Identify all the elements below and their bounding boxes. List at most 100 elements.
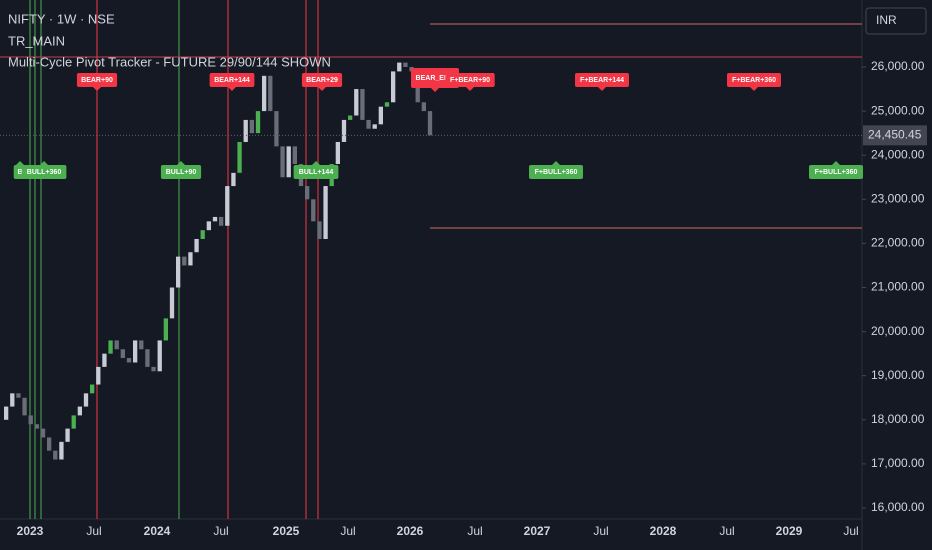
- signal: BEAR+29: [301, 73, 343, 91]
- candle: [53, 450, 58, 460]
- signal-tip: [177, 161, 185, 165]
- candle: [427, 111, 433, 136]
- last-price-box: [863, 125, 927, 146]
- price-label: 21,000.00: [871, 280, 925, 294]
- signal-box: [209, 73, 255, 87]
- signal-label: F+BULL+360: [535, 169, 578, 176]
- price-label: 16,000.00: [871, 500, 925, 514]
- signal: F+BEAR+360: [727, 73, 781, 91]
- candle: [255, 111, 261, 134]
- signal-box: [445, 73, 495, 87]
- time-label: Jul: [86, 524, 101, 538]
- candle: [157, 340, 162, 372]
- signal-tip: [832, 161, 840, 165]
- time-label: 2026: [397, 524, 424, 538]
- price-label: 18,000.00: [871, 412, 925, 426]
- candle: [366, 119, 371, 129]
- signal-box: [727, 73, 781, 87]
- candle: [323, 186, 328, 239]
- signal-tip: [40, 161, 48, 165]
- candle: [286, 146, 291, 178]
- candle: [108, 340, 113, 354]
- signal-label: F+BULL+360: [815, 169, 858, 176]
- candle: [16, 393, 21, 398]
- time-label: Jul: [719, 524, 734, 538]
- price-label: 17,000.00: [871, 456, 925, 470]
- candle: [188, 252, 193, 266]
- candle: [34, 424, 40, 429]
- time-label: Jul: [213, 524, 228, 538]
- signal-tip: [431, 88, 439, 92]
- indicator: TR_MAIN: [8, 33, 65, 48]
- signal-label: BEAR+29: [306, 77, 338, 84]
- signal-box: [575, 73, 629, 87]
- time-label: Jul: [467, 524, 482, 538]
- candle: [354, 89, 359, 116]
- candle: [225, 186, 230, 226]
- currency-box[interactable]: [865, 7, 927, 35]
- signal-tip: [598, 87, 606, 91]
- candle: [163, 318, 169, 341]
- candle: [120, 349, 126, 359]
- signal-label: BEAR+144: [214, 77, 250, 84]
- candle: [145, 349, 150, 367]
- time-label: Jul: [593, 524, 608, 538]
- candle: [194, 238, 199, 253]
- candle: [341, 119, 347, 142]
- signal-label: BEAR_ENG: [416, 75, 455, 82]
- candle: [200, 230, 205, 239]
- currency: INR: [876, 13, 897, 27]
- signal-label: BULL+144: [299, 169, 334, 176]
- candle: [397, 62, 402, 72]
- candle: [372, 124, 377, 129]
- time-label: 2029: [776, 524, 803, 538]
- signal: F+BULL+360: [809, 161, 863, 179]
- price-label: 24,000.00: [871, 147, 925, 161]
- candle: [384, 102, 390, 107]
- time-label: 2025: [273, 524, 300, 538]
- symbol: NIFTY · 1W · NSE: [8, 11, 115, 26]
- price-label: 25,000.00: [871, 103, 925, 117]
- candle: [96, 366, 101, 385]
- signal-label: BEAR+90: [81, 77, 113, 84]
- price-label: 22,000.00: [871, 236, 925, 250]
- signal-box: [301, 73, 343, 87]
- candle: [268, 75, 273, 112]
- signal: BEAR+144: [209, 73, 255, 91]
- candle: [261, 75, 267, 112]
- candle: [292, 146, 298, 165]
- candle: [280, 146, 285, 178]
- candle: [59, 441, 64, 460]
- price-label: 26,000.00: [871, 59, 925, 73]
- candle: [28, 415, 33, 425]
- time-label: Jul: [843, 524, 858, 538]
- candle: [132, 340, 138, 363]
- signal: F+BULL+360: [529, 161, 583, 179]
- price-label: 20,000.00: [871, 324, 925, 338]
- signal-box: [76, 73, 118, 87]
- signal: BEAR+90: [76, 73, 118, 91]
- candle: [83, 393, 89, 407]
- signal-tip: [552, 161, 560, 165]
- signal: F+BEAR+144: [575, 73, 629, 91]
- candle: [175, 256, 181, 288]
- candle: [77, 406, 83, 416]
- candle: [378, 106, 384, 125]
- candle: [182, 256, 187, 266]
- candle: [249, 119, 255, 134]
- signal-box: [293, 165, 339, 179]
- signal-box: [160, 165, 202, 179]
- price-label: 23,000.00: [871, 191, 925, 205]
- signal-label: F+BEAR+144: [580, 77, 624, 84]
- candle: [46, 437, 52, 451]
- candle: [304, 186, 310, 200]
- signal-label: BULL+90: [166, 169, 197, 176]
- candle: [89, 384, 95, 394]
- candle: [10, 393, 15, 407]
- signal-tip: [318, 87, 326, 91]
- candle: [22, 397, 27, 416]
- signal-box: [21, 165, 67, 179]
- signal-box: [529, 165, 583, 179]
- candle: [3, 406, 9, 420]
- time-label: 2028: [650, 524, 677, 538]
